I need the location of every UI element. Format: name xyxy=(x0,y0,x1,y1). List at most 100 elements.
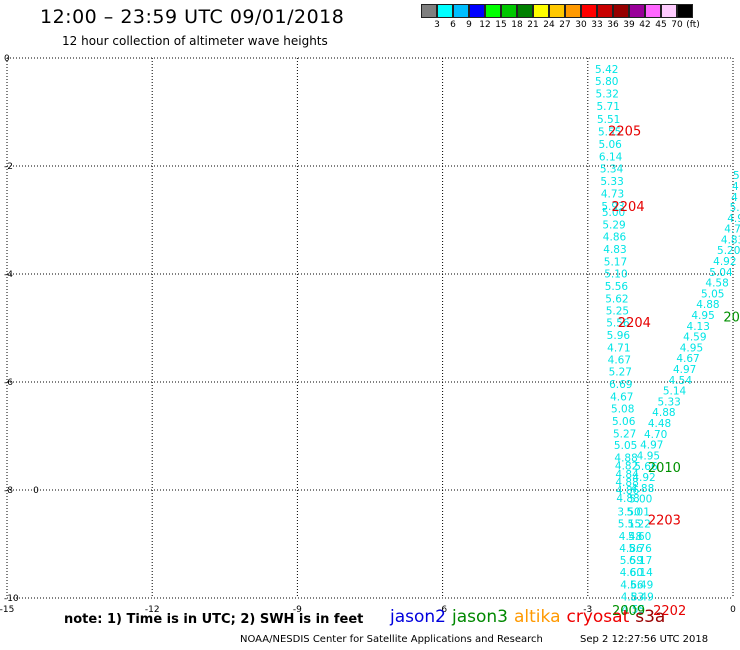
wave-height-value: 4.88 xyxy=(616,493,639,505)
legend-label: 27 xyxy=(559,20,571,30)
wave-height-value: 5.06 xyxy=(598,139,622,151)
wave-height-value: 5.93 xyxy=(601,201,624,213)
wave-height-value: 5.33 xyxy=(600,176,623,188)
wave-height-value: 4.58 xyxy=(705,278,728,290)
wave-height-value: 5.60 xyxy=(628,531,651,543)
wave-height-value: 5.33 xyxy=(657,396,680,408)
legend-label: 45 xyxy=(655,20,667,30)
legend-label: (ft) xyxy=(686,20,700,30)
legend-label: 42 xyxy=(639,20,651,30)
footer-note: note: 1) Time is in UTC; 2) SWH is in fe… xyxy=(64,612,364,627)
pass-number-label: 2204 xyxy=(612,200,645,215)
wave-height-value: 6.14 xyxy=(629,567,653,579)
wave-height-value: 5.29 xyxy=(602,219,625,231)
x-tick-label: -12 xyxy=(145,605,160,615)
y-tick-label: -6 xyxy=(4,378,13,388)
legend-swatch xyxy=(517,4,533,18)
legend-label: 9 xyxy=(466,20,472,30)
wave-height-value: 5.04 xyxy=(709,267,733,279)
legend-swatch xyxy=(501,4,517,18)
legend-swatch xyxy=(453,4,469,18)
wave-height-value: 5.27 xyxy=(609,367,632,379)
legend-label: 12 xyxy=(479,20,491,30)
wave-height-value: 5 xyxy=(733,170,740,182)
graticule-grid xyxy=(6,57,734,599)
legend-label: 3 xyxy=(434,20,440,30)
wave-height-value: 5.71 xyxy=(597,101,620,113)
wave-height-value: 4.48 xyxy=(619,531,642,543)
y-tick-label: 0 xyxy=(4,54,10,64)
island-marker: 0 xyxy=(33,486,39,496)
wave-height-value: 5.14 xyxy=(663,386,687,398)
legend-label: 15 xyxy=(495,20,507,30)
wave-height-value: 5.20 xyxy=(717,245,740,257)
wave-height-value: 5.08 xyxy=(611,403,634,415)
pass-number-label: 2203 xyxy=(648,514,681,529)
legend-swatch xyxy=(677,4,693,18)
wave-height-value: 5.10 xyxy=(604,268,627,280)
wave-height-value: 4.83 xyxy=(721,234,740,246)
pass-number-label: 2205 xyxy=(608,124,641,139)
legend-label: 21 xyxy=(527,20,539,30)
wave-height-value: 4.97 xyxy=(640,440,663,452)
wave-height-value: 4.67 xyxy=(676,353,699,365)
page-subtitle: 12 hour collection of altimeter wave hei… xyxy=(62,34,328,48)
wave-height-value: 5.00 xyxy=(602,207,625,219)
wave-height-value: 5.22 xyxy=(627,518,650,530)
wave-height-value: 4.88 xyxy=(696,299,719,311)
wave-height-value: 4.88 xyxy=(631,483,654,495)
wave-height-value: 4 xyxy=(731,192,738,204)
wave-height-value: 4.72 xyxy=(724,224,740,236)
wave-height-value: 5.49 xyxy=(630,580,653,592)
wave-height-value: 4.84 xyxy=(615,469,639,481)
wave-height-value: 4.70 xyxy=(644,429,667,441)
legend-swatch xyxy=(581,4,597,18)
wave-height-value: 4.86 xyxy=(603,232,627,244)
wave-height-value: 5.17 xyxy=(604,257,627,269)
wave-height-value: 4.9 xyxy=(727,213,740,225)
wave-height-value: 5.42 xyxy=(595,64,618,76)
wave-height-value: 4.88 xyxy=(652,407,675,419)
wave-height-value: 5.59 xyxy=(620,555,643,567)
satellite-name: jason2 xyxy=(390,607,446,627)
legend-swatch xyxy=(597,4,613,18)
legend-swatch xyxy=(437,4,453,18)
altimeter-tracks: 5.425.805.325.715.515.555.066.145.345.33… xyxy=(33,64,740,616)
wave-height-value: 5.76 xyxy=(628,543,652,555)
legend-labels: 3 6 9 12 15 18 21 24 27 30 33 36 39 42 45 70 (ft) xyxy=(421,18,700,32)
wave-height-value: 5.0 xyxy=(730,202,740,214)
wave-height-value: 5.49 xyxy=(630,591,653,603)
x-tick-label: -3 xyxy=(583,605,592,615)
legend-swatch xyxy=(421,4,437,18)
satellite-name: jason3 xyxy=(452,607,508,627)
page-title: 12:00 – 23:59 UTC 09/01/2018 xyxy=(40,6,345,28)
wave-height-value: 5.66 xyxy=(634,461,658,473)
wave-height-value: 5.27 xyxy=(613,428,636,440)
wave-height-value: 4 xyxy=(732,181,739,193)
wave-height-value: 5.25 xyxy=(606,306,629,318)
wave-height-value: 5.15 xyxy=(618,518,641,530)
wave-height-value: 5.96 xyxy=(607,330,631,342)
wave-height-value: 4.95 xyxy=(691,310,714,322)
wave-height-value: 4.86 xyxy=(619,543,643,555)
legend-swatch xyxy=(469,4,485,18)
pass-number-label: 2009 xyxy=(612,604,645,619)
wave-height-value: 4.59 xyxy=(683,332,706,344)
wave-height-value: 3.50 xyxy=(617,507,640,519)
wave-height-value: 4.95 xyxy=(680,342,703,354)
satellite-legend: jason2 jason3 altika cryosat s3a xyxy=(390,607,671,627)
legend-swatch xyxy=(613,4,629,18)
legend-label: 30 xyxy=(575,20,587,30)
wave-height-value: 4.95 xyxy=(637,450,660,462)
wave-height-value: 5.01 xyxy=(627,507,650,519)
wave-height-value: 6.17 xyxy=(629,555,652,567)
wave-height-value: 4.73 xyxy=(601,189,624,201)
wave-height-value: 4.71 xyxy=(607,342,630,354)
wave-height-value: 4.67 xyxy=(610,392,633,404)
legend-swatch xyxy=(533,4,549,18)
wave-height-value: 5.05 xyxy=(701,288,724,300)
wave-height-value: 6.69 xyxy=(609,379,632,391)
track-a: 5.425.805.325.715.515.555.066.145.345.33… xyxy=(595,64,645,616)
pass-number-label: 2010 xyxy=(648,461,681,476)
